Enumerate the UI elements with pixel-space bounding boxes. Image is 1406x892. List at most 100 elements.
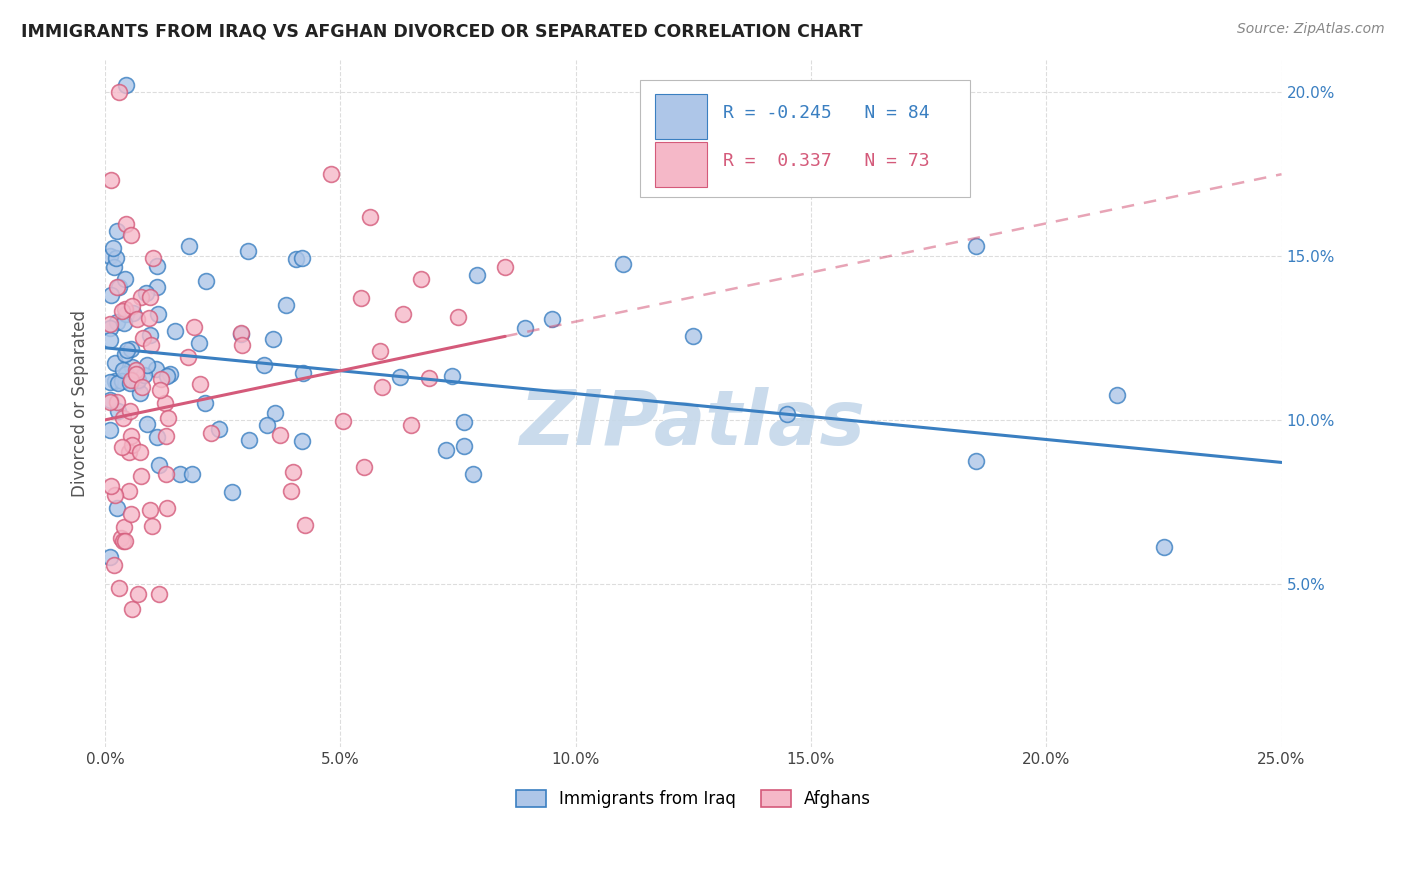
Text: Source: ZipAtlas.com: Source: ZipAtlas.com [1237,22,1385,37]
Point [291,252,314,266]
Point [114,271,136,285]
Point [105,224,128,238]
Point [163,324,186,338]
Point [120,373,142,387]
Point [101,241,124,255]
Point [353,459,375,474]
Point [107,279,129,293]
Point [388,370,411,384]
Point [146,280,169,294]
Point [157,411,180,425]
Point [179,238,201,252]
Point [104,488,127,502]
Point [98,393,121,408]
Point [104,374,127,388]
Point [776,407,799,421]
Point [176,350,198,364]
Point [319,167,342,181]
Point [141,519,163,533]
Point [359,210,381,224]
Point [252,358,274,372]
Point [128,386,150,401]
Point [612,257,634,271]
Point [139,289,162,303]
Text: IMMIGRANTS FROM IRAQ VS AFGHAN DIVORCED OR SEPARATED CORRELATION CHART: IMMIGRANTS FROM IRAQ VS AFGHAN DIVORCED … [21,22,863,40]
Point [156,500,179,515]
Point [98,423,121,437]
Point [135,286,157,301]
Point [105,280,128,294]
Point [138,310,160,325]
Point [105,315,128,329]
Point [294,518,316,533]
Point [114,78,136,92]
Point [114,347,136,361]
Point [465,268,488,282]
Point [965,454,987,468]
Point [127,373,149,387]
Point [965,239,987,253]
Point [104,251,127,265]
Point [98,549,121,564]
Point [127,311,149,326]
Point [115,217,138,231]
Point [132,331,155,345]
Bar [641,80,970,197]
Point [145,430,167,444]
Point [332,414,354,428]
Point [122,306,145,320]
Point [145,260,167,274]
Point [399,418,422,433]
Point [111,374,134,388]
Point [682,329,704,343]
Point [129,468,152,483]
Point [231,338,253,352]
Point [145,362,167,376]
Point [111,534,134,549]
Point [284,252,307,266]
Point [120,342,142,356]
Point [98,395,121,409]
Point [121,359,143,374]
Point [153,396,176,410]
Point [269,428,291,442]
Point [121,438,143,452]
Point [229,326,252,340]
Point [541,311,564,326]
Point [114,367,136,381]
Point [100,288,122,302]
Point [264,406,287,420]
Point [188,376,211,391]
Point [129,290,152,304]
Point [148,587,170,601]
Point [111,440,134,454]
Point [112,316,135,330]
Point [114,534,136,549]
Point [150,372,173,386]
Point [105,500,128,515]
Point [107,395,129,409]
Point [194,395,217,409]
Point [142,251,165,265]
Point [118,445,141,459]
Point [368,344,391,359]
Point [104,356,127,370]
Point [120,404,142,418]
Point [280,483,302,498]
Point [256,417,278,432]
Point [127,587,149,601]
Point [128,445,150,459]
Point [262,333,284,347]
Point [100,333,122,347]
Point [112,520,135,534]
Point [136,417,159,432]
Text: ZIPatlas: ZIPatlas [520,387,866,461]
Point [391,307,413,321]
Point [110,531,132,545]
Point [120,376,142,391]
Point [103,260,125,274]
Point [107,581,129,595]
Point [132,368,155,382]
Point [139,328,162,343]
Point [125,363,148,377]
